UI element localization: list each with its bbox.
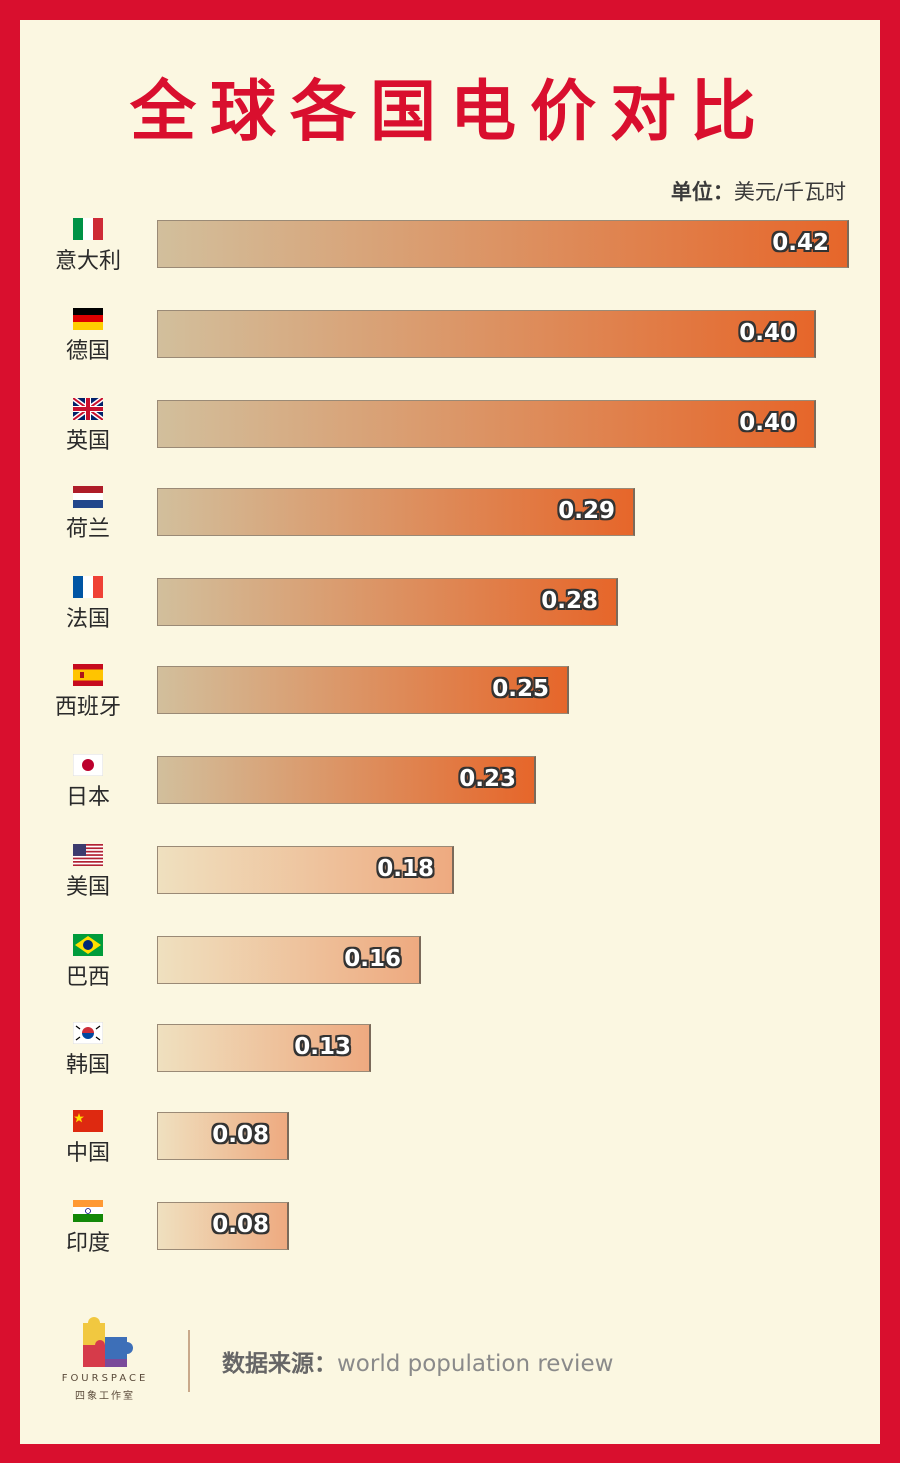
france-flag-icon (73, 576, 103, 598)
country-label: 韩国 (65, 1053, 110, 1078)
chart-panel: 全球各国电价对比 单位：美元/千瓦时 意大利 0.42 德国 0.40 英国 0.40 荷兰… (20, 20, 880, 1444)
country-label: 德国 (65, 339, 110, 364)
bar-value-label: 0.08 (212, 1212, 269, 1238)
logo-text: FOURSPACE (61, 1373, 149, 1384)
bar-value-label: 0.40 (739, 410, 796, 436)
bar-value-label: 0.40 (739, 320, 796, 346)
uk-flag-icon (73, 398, 103, 420)
bar-value-label: 0.08 (212, 1122, 269, 1148)
chart-title: 全球各国电价对比 (130, 73, 770, 150)
bar-value-label: 0.25 (492, 676, 549, 702)
unit-value: 美元/千瓦时 (733, 180, 846, 204)
country-label: 意大利 (54, 249, 121, 274)
korea-flag-icon (73, 1022, 103, 1044)
bar-value-label: 0.16 (344, 946, 401, 972)
bar-3: 0.40 (157, 400, 816, 448)
bar-11: 0.08 (157, 1112, 289, 1160)
bar-9: 0.16 (157, 936, 421, 984)
country-label: 日本 (65, 785, 110, 810)
source-label: 数据来源： (222, 1351, 337, 1377)
brazil-flag-icon (73, 934, 103, 956)
china-flag-icon (73, 1110, 103, 1132)
germany-flag-icon (73, 308, 103, 330)
spain-flag-icon (73, 664, 103, 686)
footer-divider (188, 1330, 190, 1392)
puzzle-logo-icon (83, 1317, 133, 1367)
fourspace-logo: FOURSPACE 四象工作室 (50, 1315, 160, 1405)
bar-value-label: 0.13 (294, 1034, 351, 1060)
bar-value-label: 0.18 (377, 856, 434, 882)
bar-value-label: 0.28 (541, 588, 598, 614)
bar-8: 0.18 (157, 846, 454, 894)
unit-key: 单位： (670, 180, 734, 204)
data-source: 数据来源：world population review (222, 1344, 613, 1378)
logo-subtext: 四象工作室 (75, 1391, 135, 1402)
india-flag-icon (73, 1200, 103, 1222)
bar-value-label: 0.29 (558, 498, 615, 524)
bar-value-label: 0.42 (772, 230, 829, 256)
japan-flag-icon (73, 754, 103, 776)
country-label: 英国 (65, 429, 110, 454)
country-label: 美国 (65, 875, 110, 900)
italy-flag-icon (73, 218, 103, 240)
country-label: 法国 (65, 607, 110, 632)
country-label: 荷兰 (65, 517, 110, 542)
country-label: 巴西 (65, 965, 110, 990)
source-value: world population review (337, 1351, 614, 1377)
country-label: 西班牙 (54, 695, 121, 720)
usa-flag-icon (73, 844, 103, 866)
country-label: 印度 (65, 1231, 110, 1256)
bar-10: 0.13 (157, 1024, 371, 1072)
country-label: 中国 (65, 1141, 110, 1166)
bar-7: 0.23 (157, 756, 536, 804)
netherlands-flag-icon (73, 486, 103, 508)
bar-6: 0.25 (157, 666, 569, 714)
bar-value-label: 0.23 (459, 766, 516, 792)
bar-2: 0.40 (157, 310, 816, 358)
bar-4: 0.29 (157, 488, 635, 536)
bar-1: 0.42 (157, 220, 849, 268)
bar-5: 0.28 (157, 578, 618, 626)
bar-12: 0.08 (157, 1202, 289, 1250)
unit-label: 单位：美元/千瓦时 (671, 176, 846, 206)
